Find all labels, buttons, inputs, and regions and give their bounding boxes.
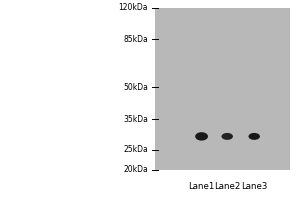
Text: 35kDa: 35kDa [123,115,148,124]
Bar [155,8,290,170]
Ellipse shape [248,133,260,140]
Ellipse shape [221,133,233,140]
Text: Lane3: Lane3 [241,182,267,191]
Text: 85kDa: 85kDa [123,35,148,44]
Text: 120kDa: 120kDa [118,3,148,12]
Ellipse shape [195,132,208,141]
Text: 25kDa: 25kDa [123,145,148,154]
Text: 50kDa: 50kDa [123,83,148,92]
Text: 20kDa: 20kDa [123,166,148,174]
Text: Lane2: Lane2 [214,182,240,191]
Text: Lane1: Lane1 [188,182,215,191]
